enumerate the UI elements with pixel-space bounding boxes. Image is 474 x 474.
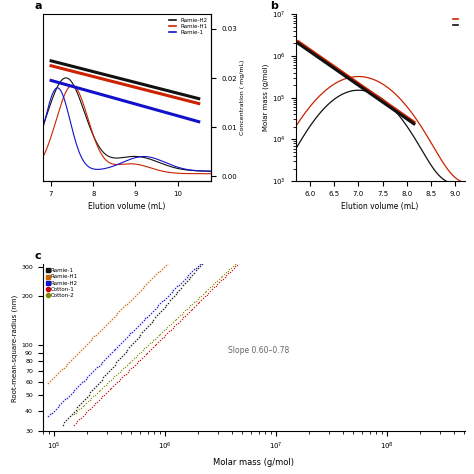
- X-axis label: Elution volume (mL): Elution volume (mL): [88, 202, 166, 211]
- Legend: Ramie-1, Ramie-H1, Ramie-H2, Cotton-1, Cotton-2: Ramie-1, Ramie-H1, Ramie-H2, Cotton-1, C…: [46, 267, 79, 299]
- Y-axis label: Root-mean-square-radius (nm): Root-mean-square-radius (nm): [12, 294, 18, 401]
- Legend: , : ,: [452, 17, 462, 28]
- Text: Slope 0.60–0.78: Slope 0.60–0.78: [228, 346, 290, 355]
- Text: c: c: [34, 251, 41, 261]
- Legend: Ramie-H2, Ramie-H1, Ramie-1: Ramie-H2, Ramie-H1, Ramie-1: [168, 17, 209, 36]
- X-axis label: Elution volume (mL): Elution volume (mL): [341, 202, 419, 211]
- Text: b: b: [271, 1, 278, 11]
- Y-axis label: Concentration ( mg/mL): Concentration ( mg/mL): [240, 60, 245, 136]
- Text: a: a: [34, 1, 42, 11]
- X-axis label: Molar mass (g/mol): Molar mass (g/mol): [213, 458, 294, 467]
- Y-axis label: Molar mass (g/mol): Molar mass (g/mol): [263, 64, 269, 131]
